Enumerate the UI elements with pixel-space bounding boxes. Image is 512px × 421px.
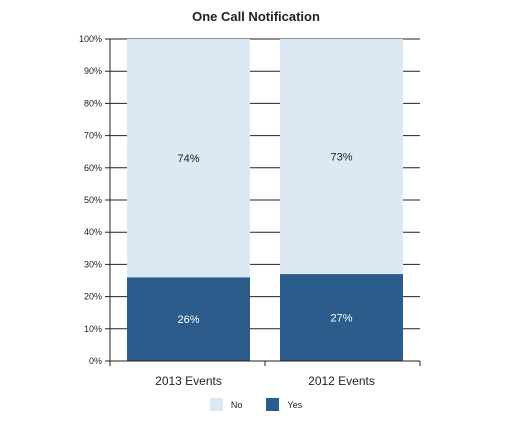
- data-label-no-0: 74%: [177, 153, 199, 165]
- x-tick-label-0: 2013 Events: [155, 374, 222, 388]
- legend: No Yes: [0, 398, 512, 411]
- y-tick-label-6: 60%: [84, 163, 102, 173]
- y-tick-label-3: 30%: [84, 259, 102, 269]
- y-tick-label-8: 80%: [84, 98, 102, 108]
- bar-yes-0: [127, 277, 250, 361]
- y-tick-label-2: 20%: [84, 292, 102, 302]
- legend-label-yes: Yes: [287, 399, 303, 410]
- legend-swatch-no: [209, 398, 223, 411]
- legend-item-no: No: [209, 398, 243, 411]
- data-label-no-1: 73%: [330, 152, 352, 164]
- y-tick-label-0: 0%: [89, 356, 102, 366]
- x-tick-label-1: 2012 Events: [308, 374, 375, 388]
- y-tick-label-1: 10%: [84, 324, 102, 334]
- y-tick-label-7: 70%: [84, 131, 102, 141]
- legend-swatch-yes: [266, 398, 280, 411]
- bar-no-0: [127, 39, 250, 278]
- y-tick-label-5: 50%: [84, 195, 102, 205]
- y-tick-label-4: 40%: [84, 227, 102, 237]
- data-label-yes-0: 26%: [177, 314, 199, 326]
- chart-title: One Call Notification: [192, 9, 320, 24]
- legend-item-yes: Yes: [266, 398, 302, 411]
- bar-no-1: [280, 39, 403, 275]
- y-tick-label-10: 100%: [79, 34, 102, 44]
- bar-yes-1: [280, 274, 403, 361]
- data-label-yes-1: 27%: [330, 313, 352, 325]
- y-tick-label-9: 90%: [84, 66, 102, 76]
- legend-label-no: No: [230, 399, 243, 410]
